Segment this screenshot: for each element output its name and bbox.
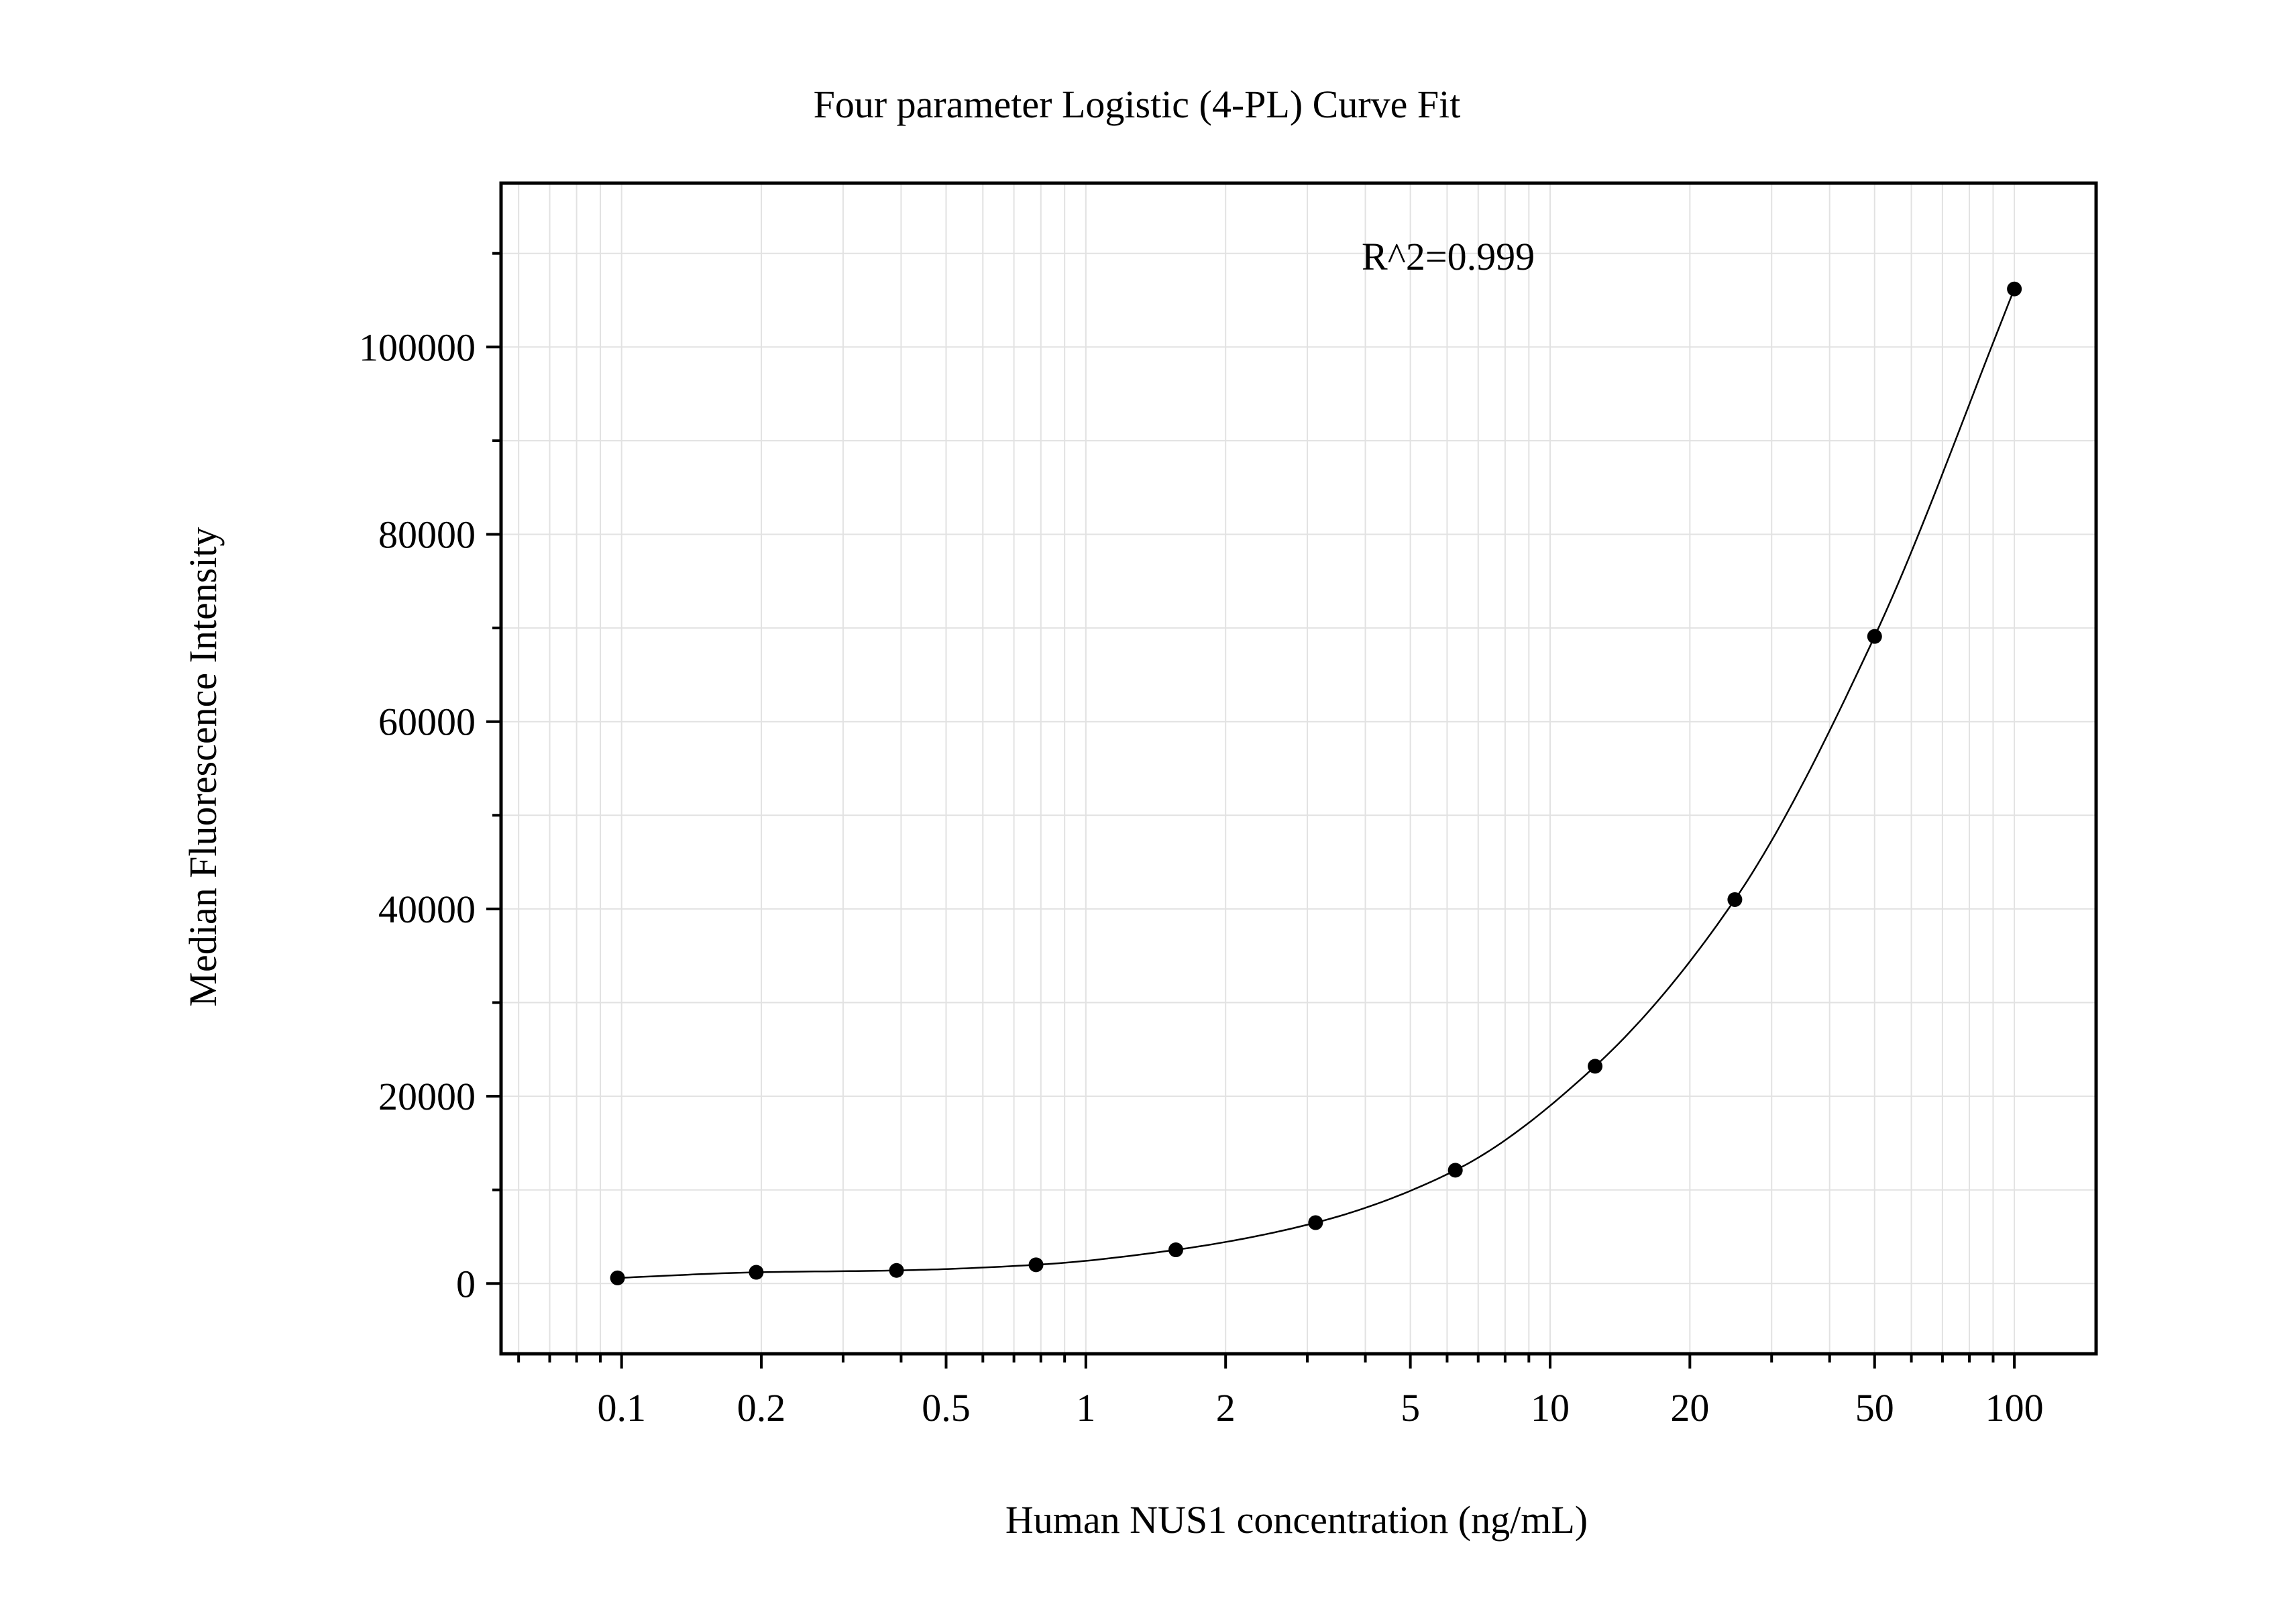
x-tick-label: 0.5 <box>922 1386 971 1430</box>
x-tick-label: 5 <box>1401 1386 1420 1430</box>
data-point <box>610 1270 625 1285</box>
x-tick-label: 10 <box>1531 1386 1570 1430</box>
data-point <box>1727 892 1743 907</box>
plot-frame <box>499 181 2098 1356</box>
data-point <box>1588 1059 1603 1074</box>
fit-curve <box>617 288 2016 1279</box>
y-tick-label: 20000 <box>378 1075 476 1118</box>
x-tick-label: 50 <box>1855 1386 1894 1430</box>
data-points <box>610 281 2022 1285</box>
fit-curve-layer <box>617 288 2016 1279</box>
y-tick-label: 0 <box>456 1262 476 1305</box>
y-tick-label: 40000 <box>378 888 476 931</box>
data-point <box>1447 1163 1463 1178</box>
data-point <box>889 1263 904 1278</box>
r-squared-annotation: R^2=0.999 <box>1362 235 1535 278</box>
x-tick-label: 100 <box>1985 1386 2044 1430</box>
data-point <box>749 1265 764 1280</box>
data-point <box>1028 1257 1044 1273</box>
chart-title: Four parameter Logistic (4-PL) Curve Fit <box>814 83 1461 126</box>
y-tick-label: 60000 <box>378 700 476 744</box>
y-axis-label: Median Fluorescence Intensity <box>181 527 225 1006</box>
data-point <box>1867 629 1882 644</box>
data-point <box>1168 1242 1183 1258</box>
x-tick-label: 0.1 <box>597 1386 646 1430</box>
grid <box>501 183 2096 1354</box>
data-point <box>2007 281 2022 297</box>
x-tick-label: 1 <box>1076 1386 1095 1430</box>
x-tick-label: 2 <box>1216 1386 1236 1430</box>
y-tick-label: 80000 <box>378 513 476 557</box>
axis-ticks <box>486 252 2016 1369</box>
x-tick-label: 0.2 <box>737 1386 786 1430</box>
y-tick-label: 100000 <box>359 325 476 369</box>
x-axis-label: Human NUS1 concentration (ng/mL) <box>1005 1498 1588 1542</box>
x-tick-label: 20 <box>1670 1386 1709 1430</box>
tick-labels: 0.1 0.2 0.5 1 2 5 10 20 50 100 0 20000 40000 60000 800… <box>359 325 2044 1430</box>
data-point <box>1308 1215 1323 1230</box>
